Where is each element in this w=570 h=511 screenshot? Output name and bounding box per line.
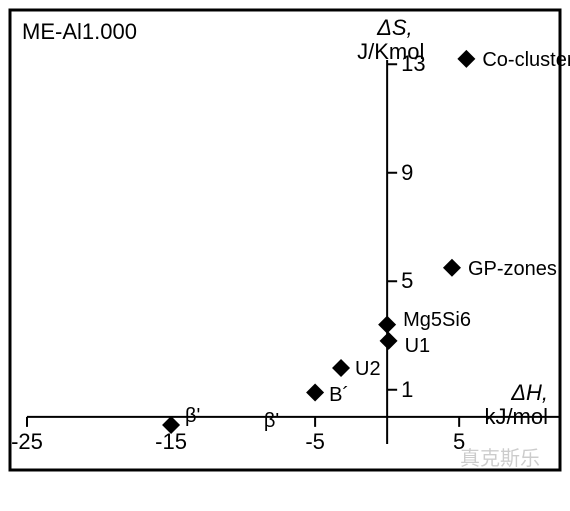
y-tick-label: 1: [401, 377, 413, 403]
y-tick-label: 13: [401, 51, 425, 77]
y-tick-label: 9: [401, 160, 413, 186]
x-tick-label: 5: [453, 429, 465, 455]
point-label-gp-zones: GP-zones: [468, 258, 557, 280]
chart-svg: [0, 0, 570, 511]
chart-container: ME-Al1.000 ΔS, J/Kmol ΔH, kJ/mol 真克斯乐 -2…: [0, 0, 570, 511]
x-tick-label: -25: [11, 429, 43, 455]
x-tick-label: -5: [305, 429, 325, 455]
x-axis-label-line1: ΔH,: [511, 381, 548, 405]
point-label-beta-prime-1: β': [185, 405, 200, 427]
x-axis-label-line2: kJ/mol: [484, 405, 548, 429]
point-label-u1: U1: [405, 335, 431, 357]
point-label-beta-prime-2: β': [264, 410, 279, 432]
x-tick-label: -15: [155, 429, 187, 455]
dataset-label: ME-Al1.000: [22, 20, 137, 44]
point-label-co-cluster: Co-cluster: [482, 49, 570, 71]
point-label-b-prime: B´: [329, 384, 349, 406]
point-label-mg5si6: Mg5Si6: [403, 309, 471, 331]
y-tick-label: 5: [401, 268, 413, 294]
point-label-u2: U2: [355, 358, 381, 380]
y-axis-label-line1: ΔS,: [377, 16, 413, 40]
